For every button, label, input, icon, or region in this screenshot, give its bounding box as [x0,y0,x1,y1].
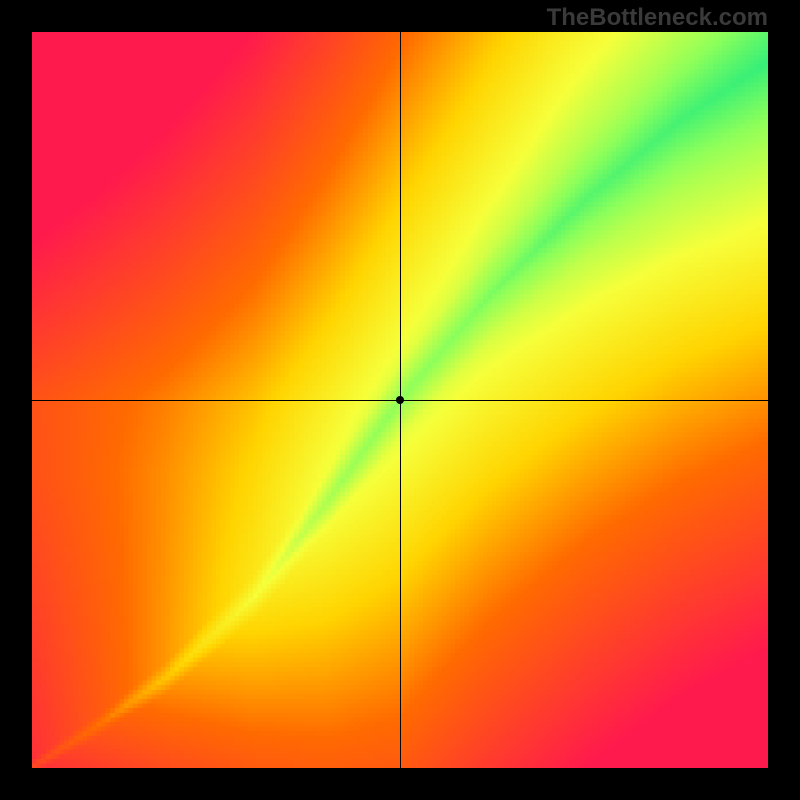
selection-marker[interactable] [396,396,404,404]
watermark-text: TheBottleneck.com [547,4,768,32]
plot-frame [32,32,768,768]
